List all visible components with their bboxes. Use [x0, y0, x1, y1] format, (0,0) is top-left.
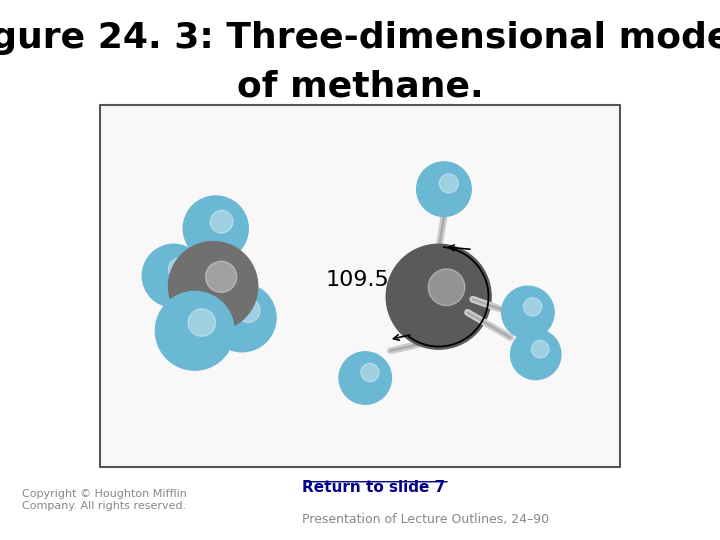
Circle shape — [183, 196, 248, 261]
Text: of methane.: of methane. — [237, 70, 483, 104]
Text: Presentation of Lecture Outlines, 24–90: Presentation of Lecture Outlines, 24–90 — [302, 514, 549, 526]
Circle shape — [510, 329, 561, 380]
Circle shape — [523, 298, 541, 316]
Circle shape — [156, 292, 234, 370]
Circle shape — [205, 261, 237, 293]
Circle shape — [339, 352, 392, 404]
Circle shape — [428, 269, 465, 306]
Circle shape — [417, 162, 471, 217]
Circle shape — [386, 244, 491, 349]
Circle shape — [168, 241, 258, 331]
Text: 109.5: 109.5 — [326, 270, 390, 290]
Circle shape — [210, 210, 233, 233]
Circle shape — [208, 284, 276, 352]
Circle shape — [531, 340, 549, 358]
Circle shape — [439, 174, 459, 193]
Circle shape — [143, 244, 205, 307]
Text: Figure 24. 3: Three-dimensional models: Figure 24. 3: Three-dimensional models — [0, 22, 720, 56]
Circle shape — [502, 286, 554, 339]
Circle shape — [361, 363, 379, 382]
Text: Return to slide 7: Return to slide 7 — [302, 481, 446, 495]
Text: Copyright © Houghton Mifflin
Company. All rights reserved.: Copyright © Houghton Mifflin Company. Al… — [22, 489, 186, 511]
Circle shape — [188, 309, 215, 336]
Circle shape — [236, 299, 260, 322]
FancyBboxPatch shape — [100, 105, 620, 467]
Circle shape — [168, 258, 191, 280]
